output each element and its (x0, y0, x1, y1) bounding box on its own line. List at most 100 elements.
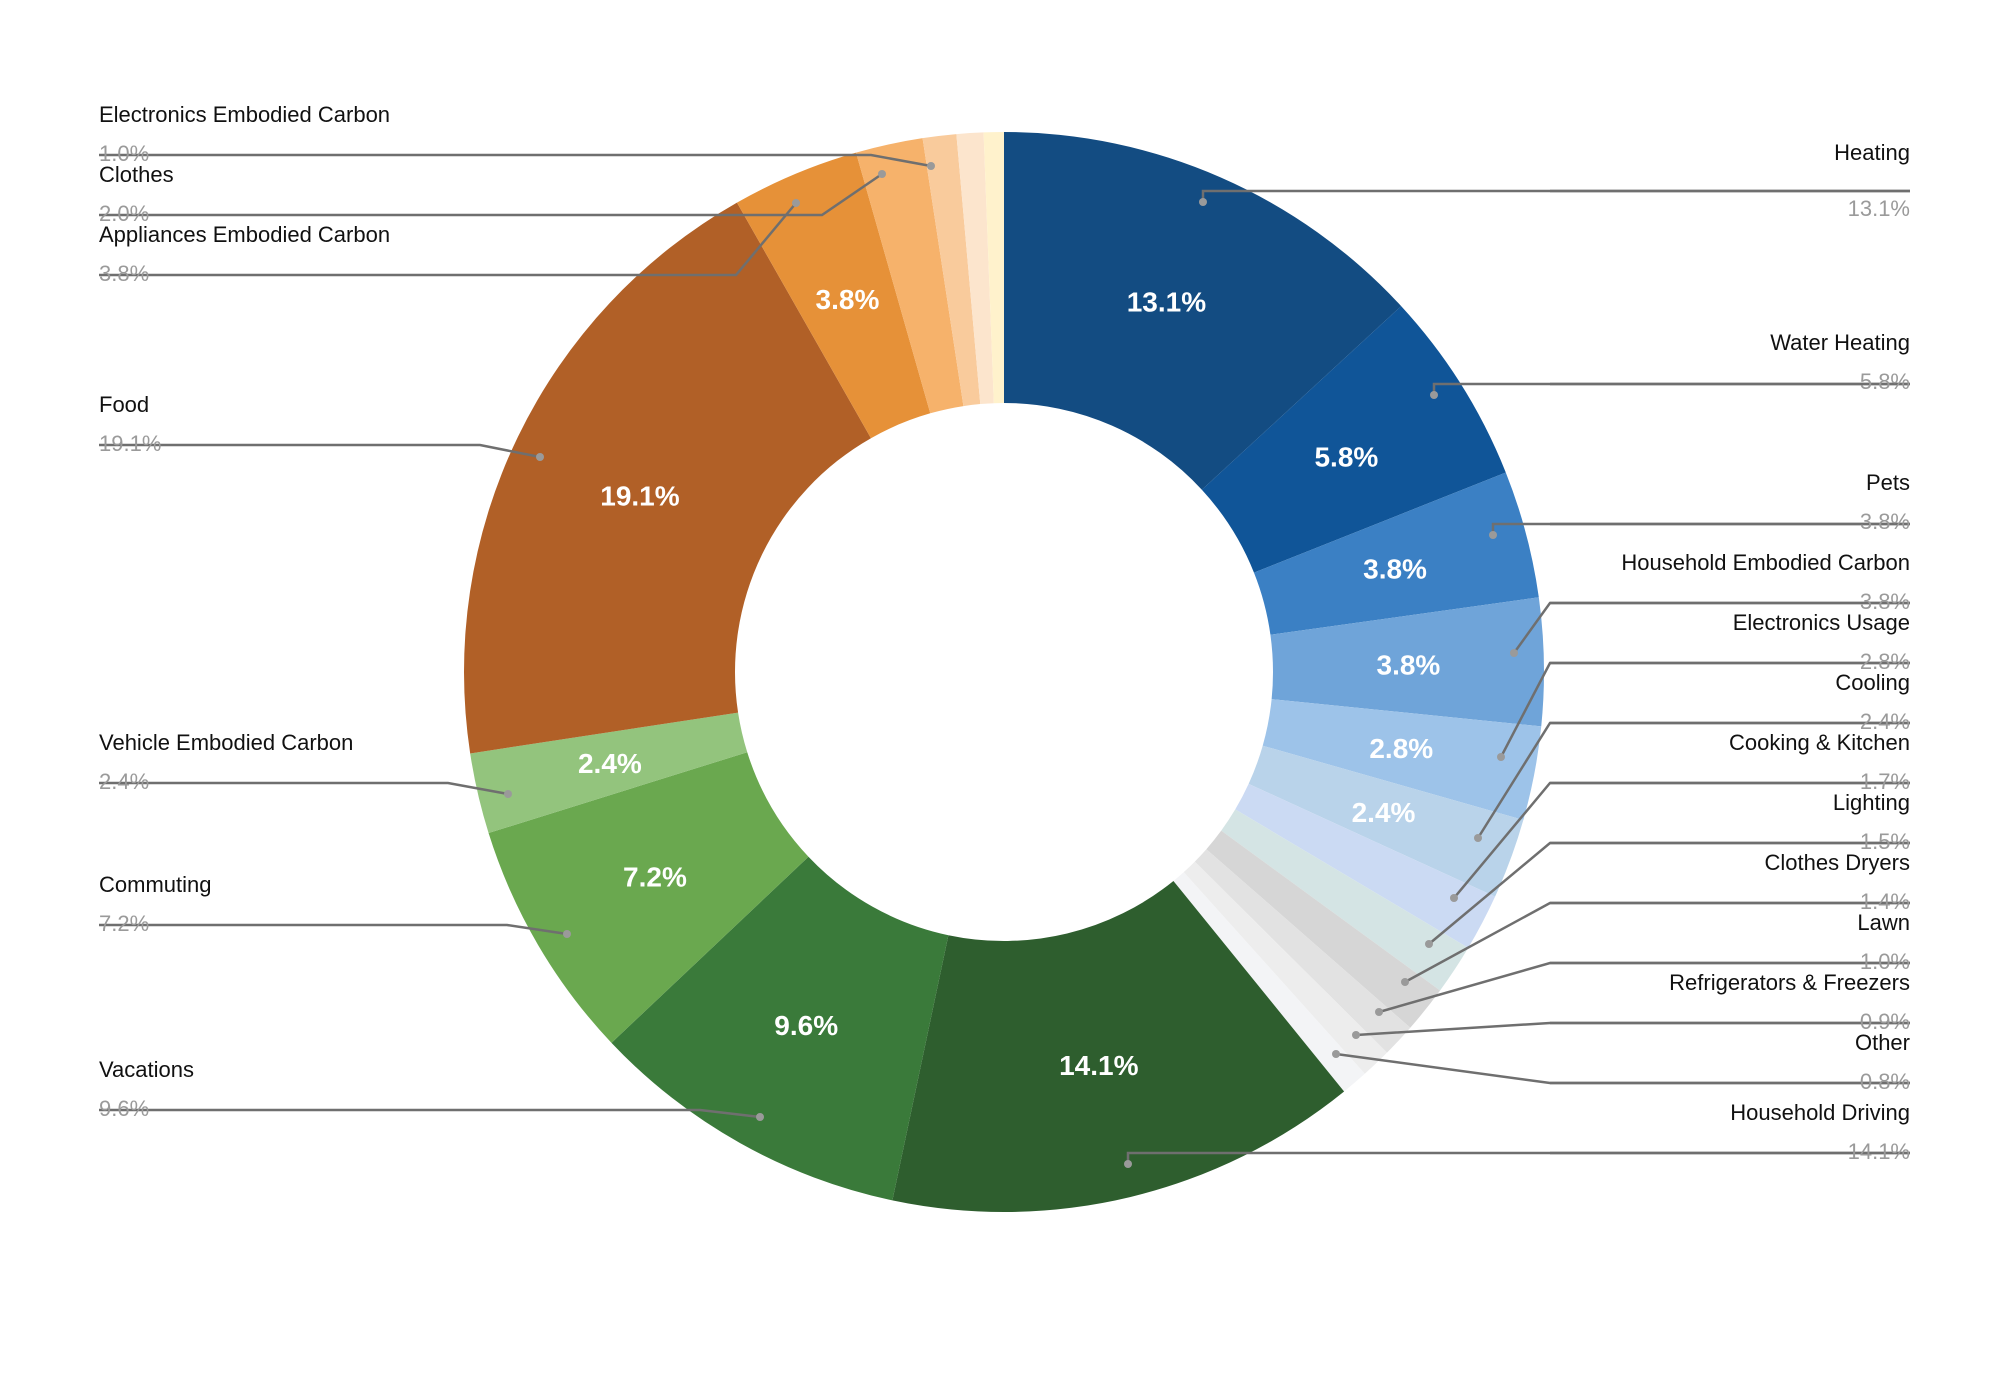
percent-vehicle-embodied-carbon: 2.4% (99, 769, 149, 794)
leader-pets (1491, 522, 1910, 535)
leader-cooling (1476, 721, 1910, 839)
slice-other (1173, 872, 1365, 1092)
callout-clothes: Clothes 2.0% (99, 162, 886, 226)
percent-lighting: 1.5% (1860, 829, 1910, 854)
leader-heating (1201, 189, 1910, 202)
slice-lawn (1194, 849, 1411, 1053)
anchor-dot-appliances-embodied-carbon (792, 199, 800, 207)
leader-electronics-embodied-carbon (99, 153, 932, 168)
anchor-dot-vehicle-embodied-carbon (504, 790, 512, 798)
percent-appliances-embodied-carbon: 3.8% (99, 261, 149, 286)
leader-vacations (99, 1108, 761, 1119)
callout-clothes-dryers: Clothes Dryers 1.4% (1401, 850, 1910, 986)
inner-label-electronics-usage: 2.8% (1369, 733, 1433, 764)
anchor-dot-pets (1489, 531, 1497, 539)
inner-label-commuting: 7.2% (623, 861, 687, 892)
slice-unlabeled-20 (956, 132, 994, 405)
callout-pets: Pets 3.8% (1489, 470, 1910, 539)
label-commuting: Commuting (99, 872, 211, 897)
label-electronics-embodied-carbon: Electronics Embodied Carbon (99, 102, 390, 127)
callout-lawn: Lawn 1.0% (1375, 910, 1910, 1016)
callout-heating: Heating 13.1% (1199, 140, 1910, 221)
label-refrigerators-and-freezers: Refrigerators & Freezers (1669, 970, 1910, 995)
slice-cooling (1248, 745, 1524, 897)
anchor-dot-cooling (1474, 834, 1482, 842)
anchor-dot-cooking-and-kitchen (1450, 894, 1458, 902)
leader-cooking-and-kitchen (1453, 781, 1910, 899)
slice-household-embodied-carbon (1270, 597, 1544, 727)
label-clothes-dryers: Clothes Dryers (1765, 850, 1910, 875)
leader-commuting (99, 923, 568, 936)
slice-cooking-and-kitchen (1235, 783, 1496, 948)
anchor-dot-electronics-embodied-carbon (927, 162, 935, 170)
inner-label-heating: 13.1% (1127, 287, 1206, 318)
percent-lawn: 1.0% (1860, 949, 1910, 974)
percent-clothes-dryers: 1.4% (1860, 889, 1910, 914)
percent-commuting: 7.2% (99, 911, 149, 936)
leader-other (1335, 1052, 1910, 1085)
label-vacations: Vacations (99, 1057, 194, 1082)
percent-household-driving: 14.1% (1848, 1139, 1910, 1164)
label-vehicle-embodied-carbon: Vehicle Embodied Carbon (99, 730, 353, 755)
leader-clothes-dryers (1404, 901, 1910, 984)
slice-electronics-embodied-carbon (922, 134, 981, 407)
callout-water-heating: Water Heating 5.8% (1430, 330, 1910, 399)
slice-vacations (611, 856, 949, 1201)
slice-pets (1253, 472, 1539, 635)
percent-other: 0.8% (1860, 1069, 1910, 1094)
callout-lighting: Lighting 1.5% (1425, 790, 1910, 948)
callout-appliances-embodied-carbon: Appliances Embodied Carbon 3.8% (99, 199, 800, 286)
leader-lighting (1428, 841, 1910, 945)
anchor-dot-lawn (1375, 1008, 1383, 1016)
percent-water-heating: 5.8% (1860, 369, 1910, 394)
inner-label-household-embodied-carbon: 3.8% (1377, 649, 1441, 680)
slice-food (463, 202, 871, 754)
slice-lighting (1221, 809, 1469, 991)
percent-cooking-and-kitchen: 1.7% (1860, 769, 1910, 794)
anchor-dot-commuting (563, 930, 571, 938)
percent-food: 19.1% (99, 431, 161, 456)
label-cooling: Cooling (1835, 670, 1910, 695)
callout-refrigerators-and-freezers: Refrigerators & Freezers 0.9% (1352, 970, 1910, 1039)
leader-appliances-embodied-carbon (99, 202, 797, 277)
anchor-dot-clothes (878, 170, 886, 178)
percent-heating: 13.1% (1848, 196, 1910, 221)
anchor-dot-household-driving (1124, 1160, 1132, 1168)
slice-vehicle-embodied-carbon (470, 712, 748, 834)
anchor-dot-other (1332, 1050, 1340, 1058)
slice-heating (1004, 132, 1402, 490)
leader-electronics-usage (1499, 661, 1910, 758)
callout-household-embodied-carbon: Household Embodied Carbon 3.8% (1510, 550, 1910, 657)
callout-cooking-and-kitchen: Cooking & Kitchen 1.7% (1450, 730, 1910, 902)
percent-household-embodied-carbon: 3.8% (1860, 589, 1910, 614)
anchor-dot-clothes-dryers (1401, 978, 1409, 986)
leader-food (99, 443, 541, 459)
callout-commuting: Commuting 7.2% (99, 872, 571, 938)
anchor-dot-electronics-usage (1497, 753, 1505, 761)
anchor-dot-refrigerators-and-freezers (1352, 1031, 1360, 1039)
donut-slices (463, 132, 1544, 1212)
percent-clothes: 2.0% (99, 201, 149, 226)
callout-electronics-embodied-carbon: Electronics Embodied Carbon 1.0% (99, 102, 935, 170)
label-food: Food (99, 392, 149, 417)
callout-electronics-usage: Electronics Usage 2.8% (1497, 610, 1910, 761)
anchor-dot-household-embodied-carbon (1510, 649, 1518, 657)
label-lawn: Lawn (1857, 910, 1910, 935)
label-cooking-and-kitchen: Cooking & Kitchen (1729, 730, 1910, 755)
leader-household-embodied-carbon (1512, 601, 1910, 654)
slice-household-driving (892, 880, 1345, 1212)
label-lighting: Lighting (1833, 790, 1910, 815)
inner-label-appliances-embodied-carbon: 3.8% (816, 284, 880, 315)
label-other: Other (1855, 1030, 1910, 1055)
inner-percent-labels: 13.1% 5.8% 3.8% 3.8% 2.8% 2.4% 14.1% 9.6% 7.2% 2.… (578, 284, 1440, 1081)
percent-pets: 3.8% (1860, 509, 1910, 534)
leader-refrigerators-and-freezers (1355, 1021, 1910, 1037)
inner-label-vacations: 9.6% (774, 1010, 838, 1041)
slice-water-heating (1201, 306, 1506, 573)
leader-water-heating (1432, 382, 1910, 395)
anchor-dot-food (536, 453, 544, 461)
leader-vehicle-embodied-carbon (99, 781, 509, 796)
slice-appliances-embodied-carbon (736, 152, 931, 439)
